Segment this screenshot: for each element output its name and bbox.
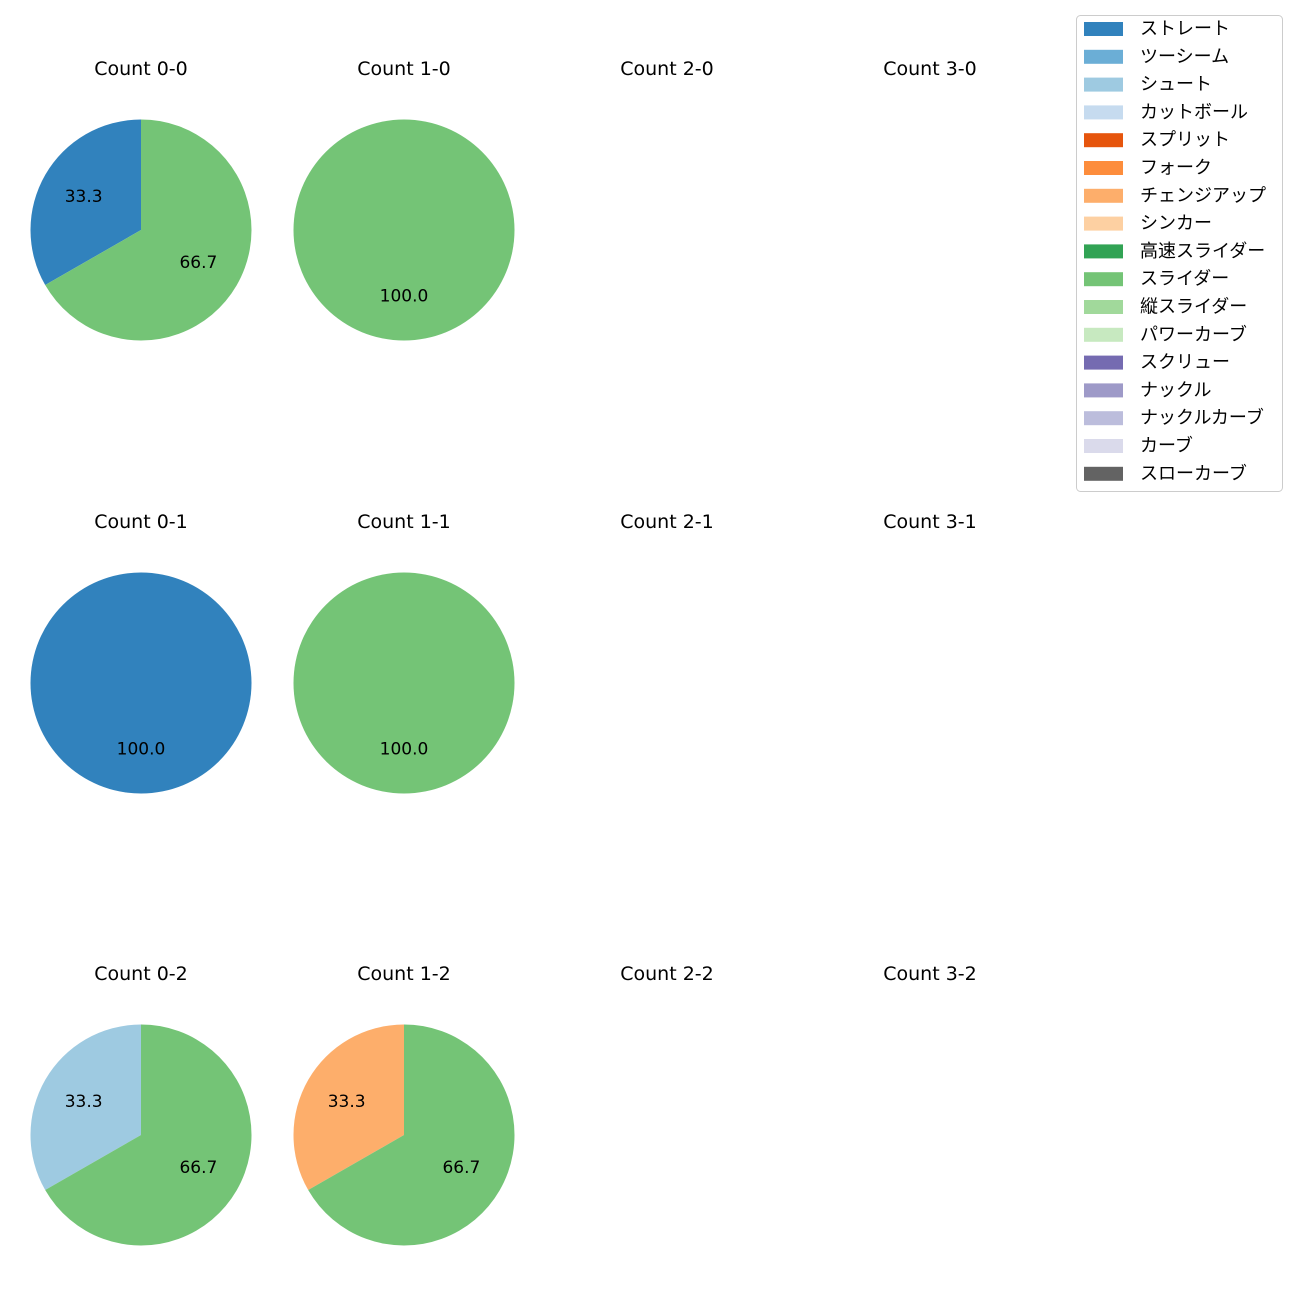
subplot-count-0-1: Count 0-1 100.0 bbox=[30, 511, 252, 794]
legend-swatch bbox=[1084, 105, 1123, 120]
legend-label: チェンジアップ bbox=[1140, 185, 1266, 206]
slice-label: 66.7 bbox=[442, 1158, 480, 1178]
slice-label: 66.7 bbox=[179, 253, 217, 273]
pie-slice-ストレート bbox=[30, 119, 141, 286]
legend-label: スクリュー bbox=[1140, 352, 1230, 373]
slice-label: 100.0 bbox=[380, 286, 429, 306]
legend-swatch bbox=[1084, 300, 1123, 314]
slice-label: 100.0 bbox=[380, 739, 429, 759]
legend-swatch bbox=[1084, 49, 1123, 64]
legend-item: フォーク bbox=[1084, 158, 1212, 179]
legend-label: カーブ bbox=[1140, 435, 1193, 457]
legend-item: ナックル bbox=[1084, 380, 1211, 401]
subplot-count-3-0: Count 3-0 bbox=[883, 58, 977, 80]
legend-label: ツーシーム bbox=[1140, 46, 1229, 67]
legend-swatch bbox=[1084, 161, 1123, 175]
legend-swatch bbox=[1084, 77, 1123, 92]
pie-slice-ストレート bbox=[30, 572, 252, 794]
subplot-title: Count 1-1 bbox=[357, 511, 451, 533]
legend-label: ナックルカーブ bbox=[1140, 407, 1264, 429]
subplot-title: Count 2-1 bbox=[620, 511, 714, 533]
subplot-title: Count 3-2 bbox=[883, 963, 977, 985]
slice-label: 33.3 bbox=[65, 1092, 103, 1112]
subplot-title: Count 3-0 bbox=[883, 58, 977, 80]
subplot-count-1-1: Count 1-1 100.0 bbox=[293, 511, 515, 794]
legend-item: シンカー bbox=[1084, 213, 1212, 234]
legend-item: スローカーブ bbox=[1084, 462, 1247, 484]
slice-label: 33.3 bbox=[328, 1092, 366, 1112]
subplot-title: Count 1-2 bbox=[357, 963, 451, 985]
legend-swatch bbox=[1084, 383, 1123, 398]
pie-slice-チェンジアップ bbox=[293, 1024, 404, 1191]
legend-item: ストレート bbox=[1084, 19, 1230, 40]
legend-swatch bbox=[1084, 22, 1123, 36]
subplot-count-0-0: Count 0-0 33.3 66.7 bbox=[30, 58, 252, 341]
legend-item: ツーシーム bbox=[1084, 46, 1229, 67]
legend-label: ストレート bbox=[1140, 19, 1230, 40]
legend-frame bbox=[1076, 15, 1283, 492]
pie-slice-スライダー bbox=[45, 119, 252, 341]
legend-swatch bbox=[1084, 216, 1123, 231]
pie-slice-スライダー bbox=[45, 1024, 252, 1246]
pie-slice-スライダー bbox=[293, 119, 515, 341]
legend-item: カットボール bbox=[1084, 102, 1248, 123]
subplot-count-3-1: Count 3-1 bbox=[883, 511, 977, 533]
subplot-count-3-2: Count 3-2 bbox=[883, 963, 977, 985]
legend-label: フォーク bbox=[1140, 158, 1212, 179]
legend-item: 高速スライダー bbox=[1084, 241, 1265, 262]
legend-swatch bbox=[1084, 272, 1123, 287]
legend-label: シンカー bbox=[1140, 213, 1212, 234]
subplot-title: Count 2-0 bbox=[620, 58, 714, 80]
legend-label: 縦スライダー bbox=[1140, 297, 1247, 318]
legend-label: スローカーブ bbox=[1140, 462, 1247, 484]
legend-label: スライダー bbox=[1140, 269, 1229, 290]
legend-item: 縦スライダー bbox=[1084, 297, 1247, 318]
subplot-title: Count 3-1 bbox=[883, 511, 977, 533]
legend-swatch bbox=[1084, 411, 1123, 426]
subplot-count-2-0: Count 2-0 bbox=[620, 58, 714, 80]
slice-label: 33.3 bbox=[65, 187, 103, 207]
subplot-title: Count 0-0 bbox=[94, 58, 188, 80]
slice-label: 100.0 bbox=[117, 739, 166, 759]
pie-slice-スライダー bbox=[293, 572, 515, 794]
legend-item: スプリット bbox=[1084, 130, 1230, 151]
legend-swatch bbox=[1084, 466, 1123, 481]
legend-swatch bbox=[1084, 355, 1123, 370]
legend-item: ナックルカーブ bbox=[1084, 407, 1264, 429]
legend-item: パワーカーブ bbox=[1084, 323, 1247, 345]
legend-item: スライダー bbox=[1084, 269, 1229, 290]
legend-label: ナックル bbox=[1140, 380, 1211, 401]
legend-swatch bbox=[1084, 244, 1123, 259]
subplot-count-1-2: Count 1-2 33.3 66.7 bbox=[293, 963, 515, 1246]
legend-label: パワーカーブ bbox=[1140, 323, 1247, 345]
legend-label: スプリット bbox=[1140, 130, 1230, 151]
legend-item: チェンジアップ bbox=[1084, 185, 1266, 206]
legend-item: スクリュー bbox=[1084, 352, 1230, 373]
subplot-count-1-0: Count 1-0 100.0 bbox=[293, 58, 515, 341]
subplot-title: Count 2-2 bbox=[620, 963, 714, 985]
subplot-title: Count 1-0 bbox=[357, 58, 451, 80]
legend-item: カーブ bbox=[1084, 435, 1193, 457]
legend: ストレートツーシームシュートカットボールスプリットフォークチェンジアップシンカー… bbox=[1076, 15, 1283, 492]
legend-swatch bbox=[1084, 133, 1123, 148]
legend-swatch bbox=[1084, 327, 1123, 342]
subplot-count-2-1: Count 2-1 bbox=[620, 511, 714, 533]
subplot-title: Count 0-2 bbox=[94, 963, 188, 985]
slice-label: 66.7 bbox=[179, 1158, 217, 1178]
legend-item: シュート bbox=[1084, 74, 1212, 95]
subplot-title: Count 0-1 bbox=[94, 511, 188, 533]
legend-swatch bbox=[1084, 439, 1123, 453]
subplot-grid: Count 0-0 33.3 66.7 Count 1-0 100.0 Count 2-0… bbox=[30, 58, 977, 1246]
legend-label: 高速スライダー bbox=[1140, 241, 1265, 262]
legend-label: カットボール bbox=[1140, 102, 1248, 123]
subplot-count-0-2: Count 0-2 33.3 66.7 bbox=[30, 963, 252, 1246]
subplot-count-2-2: Count 2-2 bbox=[620, 963, 714, 985]
pie-slice-スライダー bbox=[308, 1024, 515, 1246]
pie-slice-シュート bbox=[30, 1024, 142, 1191]
legend-label: シュート bbox=[1140, 74, 1212, 95]
legend-swatch bbox=[1084, 188, 1123, 203]
